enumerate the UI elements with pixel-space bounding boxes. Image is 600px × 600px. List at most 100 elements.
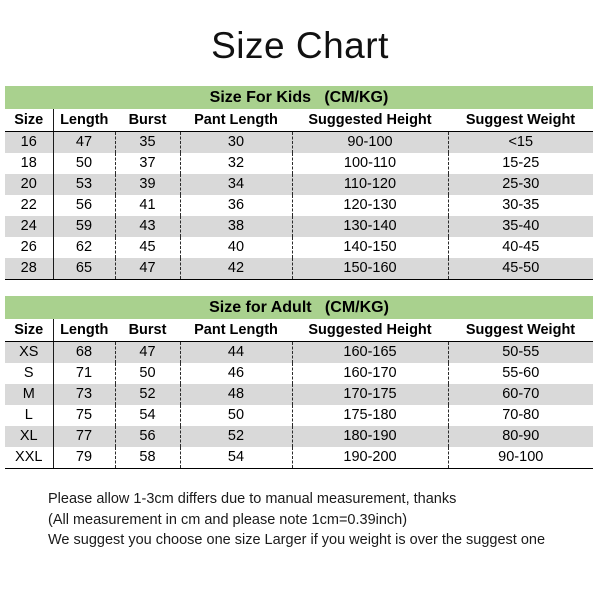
kids-table-header: Size Length Burst Pant Length Suggested … [5, 109, 593, 132]
cell-suggested-height: 190-200 [292, 447, 449, 469]
cell-suggest-weight: 35-40 [448, 216, 593, 237]
cell-length: 71 [53, 363, 116, 384]
cell-pant-length: 42 [180, 258, 293, 280]
cell-burst: 41 [115, 195, 181, 216]
cell-suggest-weight: <15 [448, 131, 593, 153]
table-row: 24 59 43 38 130-140 35-40 [5, 216, 593, 237]
kids-table-body: 16 47 35 30 90-100 <15 18 50 37 32 100-1… [5, 131, 593, 280]
table-row: XL 77 56 52 180-190 80-90 [5, 426, 593, 447]
cell-length: 62 [53, 237, 116, 258]
cell-pant-length: 40 [180, 237, 293, 258]
cell-suggested-height: 160-170 [292, 363, 449, 384]
cell-suggest-weight: 90-100 [448, 447, 593, 469]
note-line-3: We suggest you choose one size Larger if… [48, 532, 546, 548]
cell-suggested-height: 110-120 [292, 174, 449, 195]
cell-pant-length: 38 [180, 216, 293, 237]
cell-pant-length: 50 [180, 405, 293, 426]
cell-burst: 43 [115, 216, 181, 237]
adult-table-header: Size Length Burst Pant Length Suggested … [5, 319, 593, 342]
cell-suggest-weight: 15-25 [448, 153, 593, 174]
cell-suggest-weight: 45-50 [448, 258, 593, 280]
cell-suggested-height: 100-110 [292, 153, 449, 174]
column-header-pant-length: Pant Length [180, 319, 292, 342]
column-header-length: Length [53, 109, 115, 132]
cell-burst: 56 [115, 426, 181, 447]
cell-suggested-height: 160-165 [292, 341, 449, 363]
cell-size: 22 [5, 195, 54, 216]
cell-suggested-height: 120-130 [292, 195, 449, 216]
cell-suggest-weight: 25-30 [448, 174, 593, 195]
column-header-burst: Burst [115, 109, 180, 132]
adult-table-band-label: Size for Adult (CM/KG) [5, 296, 593, 319]
footer-notes: Please allow 1-3cm differs due to manual… [0, 489, 600, 551]
column-header-length: Length [53, 319, 115, 342]
table-row: XS 68 47 44 160-165 50-55 [5, 341, 593, 363]
cell-size: XXL [5, 447, 54, 469]
cell-burst: 47 [115, 341, 181, 363]
column-header-burst: Burst [115, 319, 180, 342]
kids-size-table: Size Length Burst Pant Length Suggested … [5, 109, 593, 280]
cell-suggested-height: 175-180 [292, 405, 449, 426]
table-row: 28 65 47 42 150-160 45-50 [5, 258, 593, 280]
cell-suggest-weight: 80-90 [448, 426, 593, 447]
cell-suggest-weight: 40-45 [448, 237, 593, 258]
cell-size: 28 [5, 258, 54, 280]
column-header-suggested-height: Suggested Height [292, 319, 448, 342]
cell-length: 56 [53, 195, 116, 216]
cell-suggested-height: 180-190 [292, 426, 449, 447]
cell-length: 59 [53, 216, 116, 237]
cell-length: 50 [53, 153, 116, 174]
cell-burst: 37 [115, 153, 181, 174]
cell-size: 20 [5, 174, 54, 195]
cell-length: 53 [53, 174, 116, 195]
column-header-size: Size [5, 319, 54, 342]
cell-length: 79 [53, 447, 116, 469]
note-line-2: (All measurement in cm and please note 1… [48, 511, 408, 528]
cell-burst: 45 [115, 237, 181, 258]
cell-size: XL [5, 426, 54, 447]
cell-pant-length: 52 [180, 426, 293, 447]
cell-pant-length: 36 [180, 195, 293, 216]
cell-suggest-weight: 70-80 [448, 405, 593, 426]
column-header-suggested-height: Suggested Height [292, 109, 448, 132]
column-header-size: Size [5, 109, 54, 132]
cell-burst: 54 [115, 405, 181, 426]
cell-length: 65 [53, 258, 116, 280]
kids-table-band-label: Size For Kids (CM/KG) [5, 86, 593, 109]
table-row: 22 56 41 36 120-130 30-35 [5, 195, 593, 216]
cell-burst: 47 [115, 258, 181, 280]
cell-burst: 35 [115, 131, 181, 153]
adult-size-table-block: Size for Adult (CM/KG) Size Length Burst… [5, 296, 593, 469]
table-row: M 73 52 48 170-175 60-70 [5, 384, 593, 405]
cell-length: 73 [53, 384, 116, 405]
cell-size: 26 [5, 237, 54, 258]
cell-suggest-weight: 50-55 [448, 341, 593, 363]
cell-pant-length: 30 [180, 131, 293, 153]
cell-pant-length: 46 [180, 363, 293, 384]
note-line-1: Please allow 1-3cm differs due to manual… [48, 491, 457, 507]
table-row: 26 62 45 40 140-150 40-45 [5, 237, 593, 258]
adult-table-body: XS 68 47 44 160-165 50-55 S 71 50 46 160… [5, 341, 593, 469]
cell-burst: 52 [115, 384, 181, 405]
cell-suggested-height: 170-175 [292, 384, 449, 405]
cell-size: S [5, 363, 54, 384]
table-row: S 71 50 46 160-170 55-60 [5, 363, 593, 384]
cell-burst: 58 [115, 447, 181, 469]
table-header-row: Size Length Burst Pant Length Suggested … [5, 109, 593, 132]
cell-size: M [5, 384, 54, 405]
cell-pant-length: 54 [180, 447, 293, 469]
cell-suggest-weight: 55-60 [448, 363, 593, 384]
table-row: L 75 54 50 175-180 70-80 [5, 405, 593, 426]
cell-size: 16 [5, 131, 54, 153]
table-row: XXL 79 58 54 190-200 90-100 [5, 447, 593, 469]
cell-length: 47 [53, 131, 116, 153]
column-header-suggest-weight: Suggest Weight [448, 109, 593, 132]
adult-size-table: Size Length Burst Pant Length Suggested … [5, 319, 593, 469]
cell-pant-length: 34 [180, 174, 293, 195]
cell-pant-length: 44 [180, 341, 293, 363]
cell-length: 68 [53, 341, 116, 363]
cell-size: L [5, 405, 54, 426]
cell-size: 18 [5, 153, 54, 174]
cell-pant-length: 32 [180, 153, 293, 174]
